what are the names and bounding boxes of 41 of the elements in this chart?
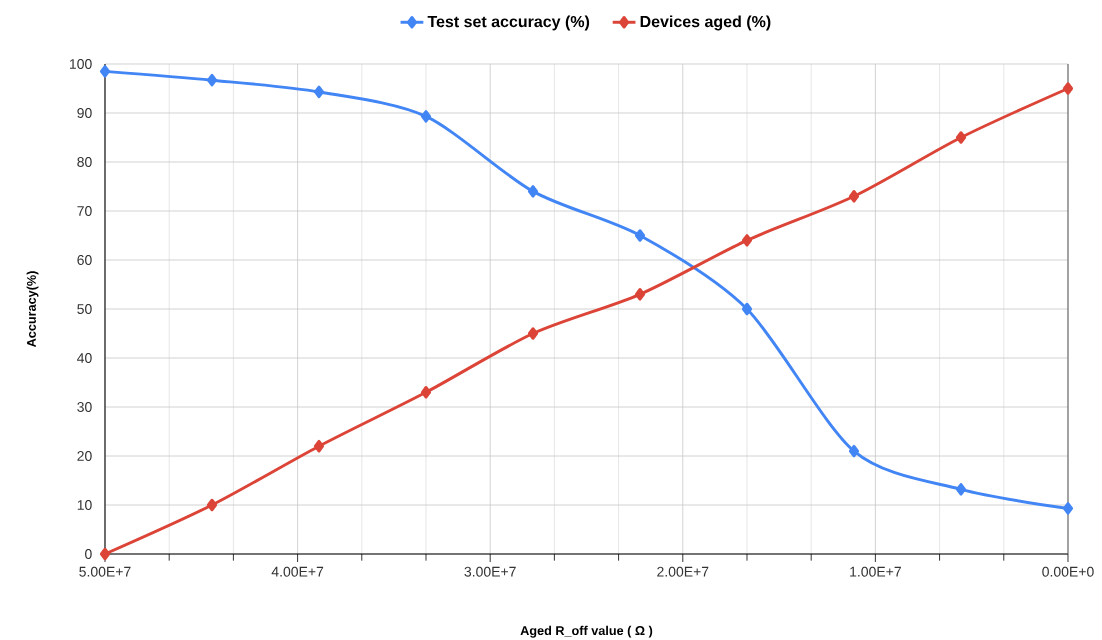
point xyxy=(527,185,539,198)
x-tick-label: 0.00E+0 xyxy=(1042,566,1094,577)
point xyxy=(955,483,967,496)
y-tick-label: 70 xyxy=(77,206,92,216)
point xyxy=(634,229,646,242)
point xyxy=(741,302,753,316)
point xyxy=(313,85,325,99)
y-tick-label: 90 xyxy=(77,108,92,118)
y-tick-label: 50 xyxy=(77,304,92,314)
point xyxy=(527,327,539,340)
point xyxy=(848,444,860,458)
point xyxy=(634,288,646,301)
y-tick-label: 100 xyxy=(69,59,92,69)
y-tick-label: 10 xyxy=(77,500,92,510)
point xyxy=(1062,82,1074,95)
point xyxy=(955,131,967,144)
point xyxy=(741,234,753,247)
point xyxy=(206,498,218,512)
y-tick-label: 20 xyxy=(77,451,92,461)
point xyxy=(1062,502,1074,515)
point xyxy=(313,439,325,453)
y-tick-label: 0 xyxy=(85,549,92,559)
x-tick-label: 5.00E+7 xyxy=(79,566,131,577)
point xyxy=(99,547,111,561)
x-axis-title: Aged R_off value ( Ω ) xyxy=(520,625,653,638)
y-tick-label: 60 xyxy=(77,255,92,265)
point xyxy=(420,386,432,399)
x-tick-label: 2.00E+7 xyxy=(657,566,709,577)
x-tick-label: 4.00E+7 xyxy=(271,566,324,577)
y-tick-label: 80 xyxy=(77,157,92,167)
x-tick-label: 3.00E+7 xyxy=(464,566,516,577)
y-tick-label: 40 xyxy=(77,353,92,363)
x-tick-label: 1.00E+7 xyxy=(850,566,901,577)
point xyxy=(848,190,860,203)
y-tick-label: 30 xyxy=(77,402,92,412)
point xyxy=(99,65,111,78)
point xyxy=(206,73,218,87)
legend-label: Test set accuracy (%) xyxy=(427,15,590,31)
point xyxy=(420,110,432,123)
legend-label: Devices aged (%) xyxy=(640,15,771,31)
y-axis-title: Accuracy(%) xyxy=(26,271,39,348)
